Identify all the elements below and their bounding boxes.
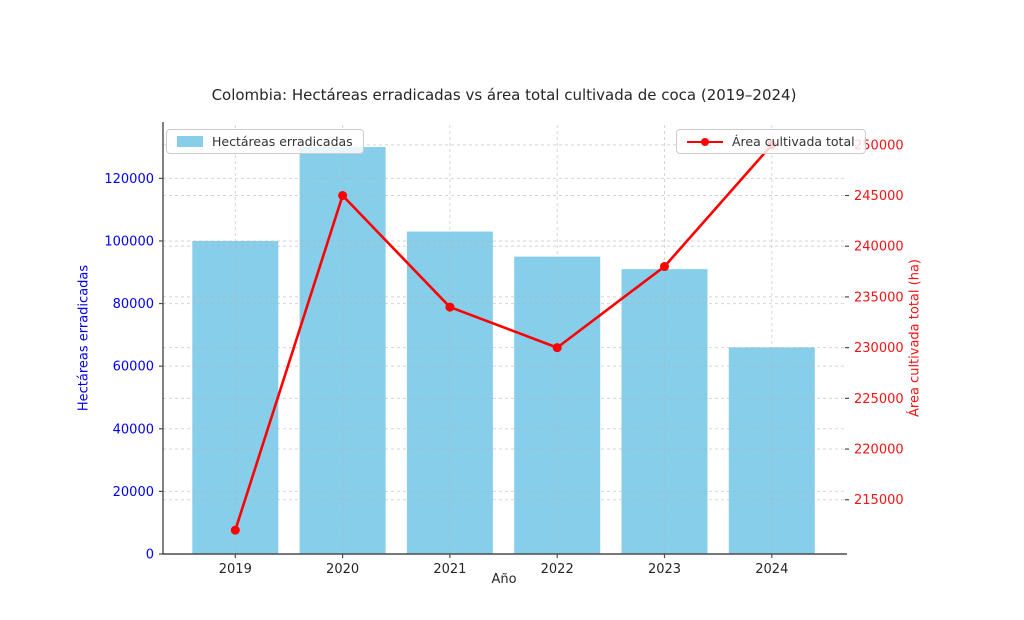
- x-tick-label-2020: 2020: [326, 562, 359, 577]
- bar-2021: [406, 231, 493, 554]
- right-tick-label-4: 235000: [854, 290, 904, 305]
- marker-2020: [338, 191, 348, 201]
- marker-2022: [552, 343, 562, 353]
- x-tick-label-2024: 2024: [755, 562, 788, 577]
- marker-2021: [445, 302, 455, 312]
- legend-erradicadas-label: Hectáreas erradicadas: [212, 134, 353, 149]
- right-axis-label: Área cultivada total (ha): [907, 259, 923, 417]
- right-tick-label-0: 215000: [854, 493, 904, 508]
- left-tick-label-3: 60000: [113, 360, 154, 375]
- right-tick-label-6: 245000: [854, 189, 904, 204]
- right-tick-label-7: 250000: [854, 138, 904, 153]
- legend-line-marker: [687, 136, 723, 147]
- left-tick-label-1: 20000: [113, 485, 154, 500]
- marker-2023: [660, 262, 669, 272]
- right-tick-label-1: 220000: [854, 443, 904, 458]
- left-tick-label-0: 0: [146, 548, 154, 563]
- x-tick-label-2022: 2022: [541, 562, 574, 577]
- x-axis-label: Año: [491, 572, 517, 587]
- left-tick-label-5: 100000: [104, 234, 154, 249]
- right-tick-label-3: 230000: [854, 341, 904, 356]
- x-tick-label-2023: 2023: [648, 562, 681, 577]
- legend-area-cultivada-label: Área cultivada total: [732, 134, 855, 149]
- right-tick-label-5: 240000: [854, 240, 904, 255]
- legend-erradicadas: Hectáreas erradicadas: [166, 129, 364, 154]
- marker-2019: [230, 525, 240, 535]
- chart-title: Colombia: Hectáreas erradicadas vs área …: [211, 86, 797, 104]
- right-tick-label-2: 225000: [854, 392, 904, 407]
- left-tick-label-6: 120000: [104, 172, 154, 187]
- legend-bar-swatch: [177, 136, 203, 147]
- x-tick-label-2019: 2019: [219, 562, 252, 577]
- left-tick-label-4: 80000: [113, 297, 154, 312]
- left-tick-label-2: 40000: [113, 422, 154, 437]
- legend-area-cultivada: Área cultivada total: [676, 129, 866, 154]
- bar-2023: [621, 269, 708, 554]
- line-area-cultivada: [234, 143, 774, 532]
- left-axis-label: Hectáreas erradicadas: [76, 264, 92, 412]
- x-tick-label-2021: 2021: [433, 562, 466, 577]
